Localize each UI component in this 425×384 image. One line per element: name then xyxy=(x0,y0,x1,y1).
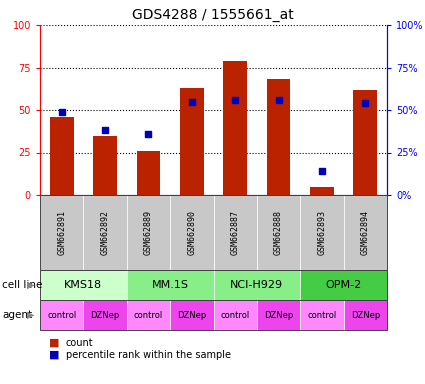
Text: control: control xyxy=(134,311,163,319)
Text: cell line: cell line xyxy=(2,280,42,290)
Text: GSM662893: GSM662893 xyxy=(317,210,326,255)
Text: percentile rank within the sample: percentile rank within the sample xyxy=(65,350,230,360)
Bar xyxy=(50,117,74,195)
Bar xyxy=(353,89,377,195)
Text: GSM662888: GSM662888 xyxy=(274,210,283,255)
Point xyxy=(362,100,369,106)
Point xyxy=(58,109,65,115)
Text: control: control xyxy=(47,311,76,319)
Text: DZNep: DZNep xyxy=(91,311,120,319)
Text: count: count xyxy=(65,338,93,348)
Point xyxy=(145,131,152,137)
Text: ■: ■ xyxy=(48,350,59,360)
Text: GSM662889: GSM662889 xyxy=(144,210,153,255)
Bar xyxy=(266,79,291,195)
Text: GSM662890: GSM662890 xyxy=(187,210,196,255)
Text: ▶: ▶ xyxy=(26,310,34,320)
Bar xyxy=(136,151,160,195)
Text: GSM662894: GSM662894 xyxy=(361,210,370,255)
Text: GDS4288 / 1555661_at: GDS4288 / 1555661_at xyxy=(132,8,293,22)
Point xyxy=(102,127,108,134)
Point xyxy=(319,168,326,174)
Point xyxy=(232,97,238,103)
Point xyxy=(275,97,282,103)
Bar xyxy=(223,61,247,195)
Text: GSM662887: GSM662887 xyxy=(231,210,240,255)
Bar xyxy=(93,136,117,195)
Bar xyxy=(180,88,204,195)
Point xyxy=(188,98,195,104)
Text: OPM-2: OPM-2 xyxy=(326,280,362,290)
Text: GSM662892: GSM662892 xyxy=(101,210,110,255)
Text: GSM662891: GSM662891 xyxy=(57,210,66,255)
Text: MM.1S: MM.1S xyxy=(152,280,189,290)
Bar xyxy=(310,187,334,195)
Text: DZNep: DZNep xyxy=(351,311,380,319)
Text: agent: agent xyxy=(2,310,32,320)
Text: ▶: ▶ xyxy=(26,280,34,290)
Text: control: control xyxy=(221,311,250,319)
Text: ■: ■ xyxy=(48,338,59,348)
Text: KMS18: KMS18 xyxy=(64,280,102,290)
Text: NCI-H929: NCI-H929 xyxy=(230,280,283,290)
Text: control: control xyxy=(307,311,337,319)
Text: DZNep: DZNep xyxy=(264,311,293,319)
Text: DZNep: DZNep xyxy=(177,311,207,319)
